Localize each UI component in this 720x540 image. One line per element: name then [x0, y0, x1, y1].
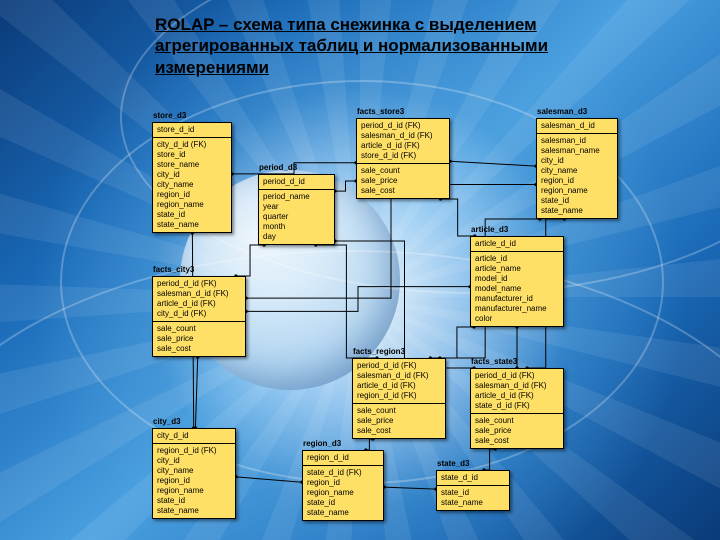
table-pk: period_d_id (FK)salesman_d_id (FK)articl… — [153, 277, 245, 322]
table-period_d3: period_d3period_d_idperiod_nameyearquart… — [258, 174, 335, 245]
table-name: facts_city3 — [153, 265, 194, 275]
table-fields: sale_countsale_pricesale_cost — [357, 164, 449, 198]
relationship-line — [366, 439, 373, 450]
table-name: facts_state3 — [471, 357, 517, 367]
table-facts_state3: facts_state3period_d_id (FK)salesman_d_i… — [470, 368, 564, 449]
table-facts_store3: facts_store3period_d_id (FK)salesman_d_i… — [356, 118, 450, 199]
relationship-line — [440, 327, 474, 358]
table-store_d3: store_d3store_d_idcity_d_id (FK)store_id… — [152, 122, 232, 233]
table-name: salesman_d3 — [537, 107, 587, 117]
table-fields: sale_countsale_pricesale_cost — [471, 414, 563, 448]
table-salesman_d3: salesman_d3salesman_d_idsalesman_idsales… — [536, 118, 618, 219]
table-fields: state_d_id (FK)region_idregion_namestate… — [303, 466, 383, 520]
table-pk: period_d_id (FK)salesman_d_id (FK)articl… — [357, 119, 449, 164]
relationship-line — [236, 477, 302, 482]
table-pk: store_d_id — [153, 123, 231, 138]
table-fields: salesman_idsalesman_namecity_idcity_name… — [537, 134, 617, 218]
table-pk: period_d_id — [259, 175, 334, 190]
table-pk: state_d_id — [437, 471, 509, 486]
table-pk: article_d_id — [471, 237, 563, 252]
table-name: state_d3 — [437, 459, 469, 469]
relationship-line — [441, 199, 475, 236]
table-fields: city_d_id (FK)store_idstore_namecity_idc… — [153, 138, 231, 232]
table-name: region_d3 — [303, 439, 341, 449]
relationship-line — [450, 161, 536, 166]
table-fields: region_d_id (FK)city_idcity_nameregion_i… — [153, 444, 235, 518]
table-name: facts_region3 — [353, 347, 405, 357]
table-state_d3: state_d3state_d_idstate_idstate_name — [436, 470, 510, 511]
table-fields: period_nameyearquartermonthday — [259, 190, 334, 244]
relationship-line — [195, 357, 197, 428]
table-facts_region3: facts_region3period_d_id (FK)salesman_d_… — [352, 358, 446, 439]
diagram-stage: ROLAP – схема типа снежинка с выделением… — [0, 0, 720, 540]
table-pk: period_d_id (FK)salesman_d_id (FK)articl… — [471, 369, 563, 414]
table-facts_city3: facts_city3period_d_id (FK)salesman_d_id… — [152, 276, 246, 357]
table-fields: state_idstate_name — [437, 486, 509, 510]
relationship-line — [484, 449, 495, 470]
table-region_d3: region_d3region_d_idstate_d_id (FK)regio… — [302, 450, 384, 521]
table-pk: period_d_id (FK)salesman_d_id (FK)articl… — [353, 359, 445, 404]
table-name: city_d3 — [153, 417, 181, 427]
table-name: article_d3 — [471, 225, 508, 235]
table-pk: city_d_id — [153, 429, 235, 444]
diagram-title: ROLAP – схема типа снежинка с выделением… — [155, 14, 625, 78]
table-name: period_d3 — [259, 163, 297, 173]
table-pk: region_d_id — [303, 451, 383, 466]
table-fields: article_idarticle_namemodel_idmodel_name… — [471, 252, 563, 326]
table-name: store_d3 — [153, 111, 186, 121]
table-city_d3: city_d3city_d_idregion_d_id (FK)city_idc… — [152, 428, 236, 519]
table-article_d3: article_d3article_d_idarticle_idarticle_… — [470, 236, 564, 327]
table-fields: sale_countsale_pricesale_cost — [353, 404, 445, 438]
table-fields: sale_countsale_pricesale_cost — [153, 322, 245, 356]
table-pk: salesman_d_id — [537, 119, 617, 134]
relationship-line — [384, 487, 436, 489]
table-name: facts_store3 — [357, 107, 404, 117]
